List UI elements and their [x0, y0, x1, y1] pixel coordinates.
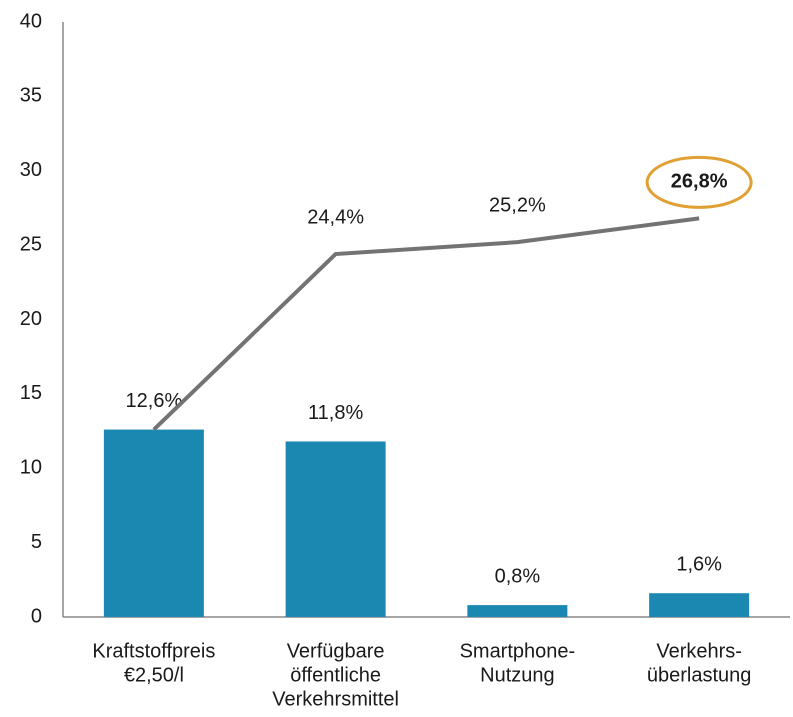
- y-tick-label: 15: [20, 382, 42, 404]
- y-tick-label: 20: [20, 308, 42, 330]
- x-tick-label: überlastung: [647, 664, 752, 686]
- y-tick-label: 30: [20, 159, 42, 181]
- y-tick-label: 5: [31, 531, 42, 553]
- line: [152, 216, 700, 432]
- data-label: 25,2%: [489, 194, 546, 216]
- bar: [467, 605, 568, 617]
- x-tick-label: €2,50/l: [124, 664, 184, 686]
- data-label: 0,8%: [495, 565, 541, 587]
- x-tick-label: Nutzung: [480, 664, 555, 686]
- y-tick-label: 10: [20, 457, 42, 479]
- bar: [285, 441, 386, 617]
- data-label: 26,8%: [671, 171, 728, 193]
- bar: [649, 593, 750, 617]
- x-tick-label: Smartphone-: [460, 640, 576, 662]
- x-tick-label: Verfügbare: [287, 640, 385, 662]
- y-tick-label: 25: [20, 233, 42, 255]
- x-tick-label: öffentliche: [290, 664, 381, 686]
- x-tick-label: Kraftstoffpreis: [92, 640, 215, 662]
- y-tick-label: 35: [20, 85, 42, 107]
- x-tick-label: Verkehrs-: [656, 640, 742, 662]
- data-label: 12,6%: [126, 390, 183, 412]
- data-label: 1,6%: [676, 553, 722, 575]
- y-tick-label: 40: [20, 10, 42, 32]
- bar: [103, 429, 204, 617]
- y-tick-label: 0: [31, 605, 42, 627]
- data-label: 11,8%: [308, 402, 363, 424]
- data-label: 24,4%: [307, 206, 364, 228]
- x-tick-label: Verkehrsmittel: [272, 688, 399, 710]
- highlight-ring: [645, 155, 753, 209]
